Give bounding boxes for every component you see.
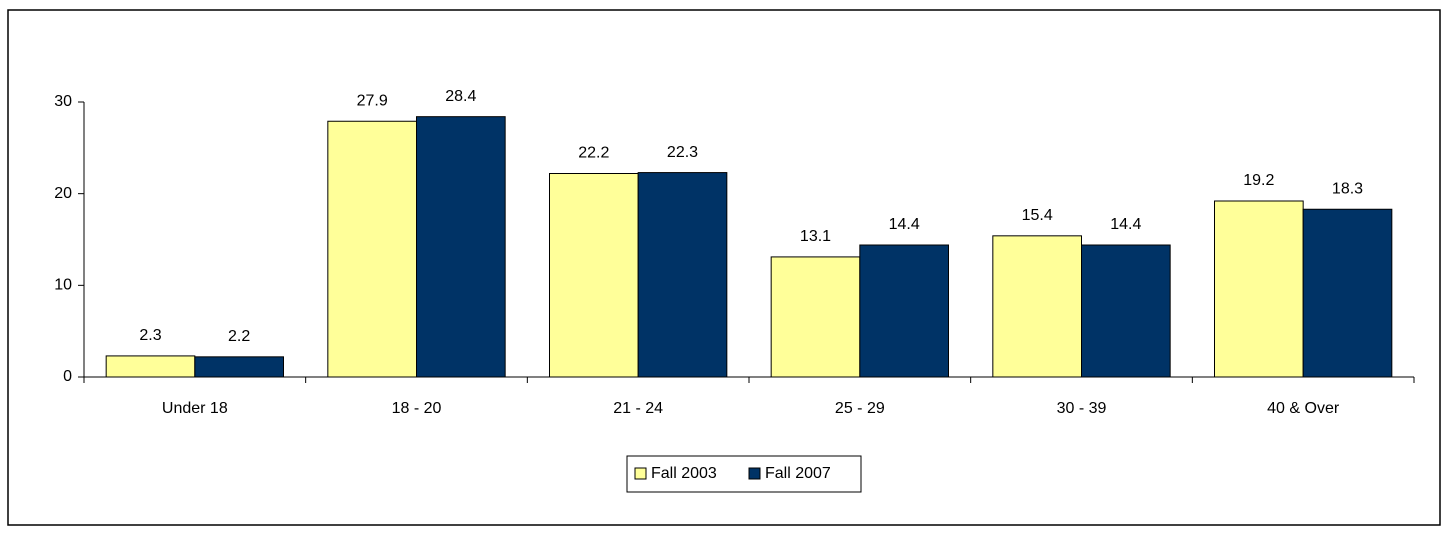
legend-swatch [748, 467, 761, 480]
x-tick-label: 40 & Over [1267, 400, 1340, 417]
bar [327, 120, 418, 378]
legend-label: Fall 2003 [651, 465, 717, 482]
bar [859, 244, 949, 378]
y-tick-label: 20 [54, 185, 72, 202]
value-label: 22.3 [667, 144, 698, 161]
bar [1214, 200, 1304, 378]
value-label: 14.4 [1110, 216, 1141, 233]
bar [770, 256, 861, 378]
value-label: 27.9 [357, 92, 388, 109]
bar [194, 356, 284, 378]
value-label: 22.2 [578, 145, 609, 162]
y-tick-label: 30 [54, 93, 72, 110]
y-tick-label: 0 [63, 368, 72, 385]
y-tick-label: 10 [54, 277, 72, 294]
x-tick-label: 25 - 29 [835, 400, 885, 417]
value-label: 14.4 [889, 216, 920, 233]
legend-label: Fall 2007 [765, 465, 831, 482]
value-label: 28.4 [445, 88, 476, 105]
value-label: 15.4 [1022, 207, 1053, 224]
bar [1302, 208, 1393, 378]
legend-swatch [634, 467, 647, 480]
bar [1081, 244, 1171, 378]
bar [637, 172, 728, 378]
x-tick-label: 18 - 20 [392, 400, 442, 417]
value-label: 13.1 [800, 228, 831, 245]
value-label: 18.3 [1332, 180, 1363, 197]
bar [105, 355, 196, 378]
legend-box [626, 455, 862, 493]
value-label: 2.2 [228, 328, 250, 345]
x-tick-label: Under 18 [162, 400, 228, 417]
value-label: 19.2 [1243, 172, 1274, 189]
bar [416, 116, 506, 378]
bar [549, 173, 639, 378]
x-tick-label: 21 - 24 [613, 400, 663, 417]
bar [992, 235, 1082, 378]
x-tick-label: 30 - 39 [1057, 400, 1107, 417]
value-label: 2.3 [139, 327, 161, 344]
